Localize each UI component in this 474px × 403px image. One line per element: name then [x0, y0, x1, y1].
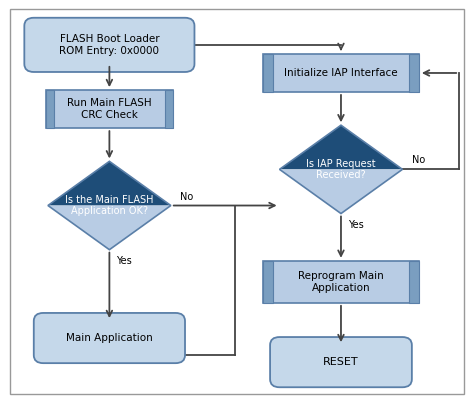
Text: No: No [180, 191, 193, 202]
Text: Yes: Yes [117, 256, 132, 266]
FancyBboxPatch shape [263, 261, 419, 303]
Text: Main Application: Main Application [66, 333, 153, 343]
FancyBboxPatch shape [165, 90, 173, 128]
FancyBboxPatch shape [263, 54, 273, 92]
Text: Run Main FLASH
CRC Check: Run Main FLASH CRC Check [67, 98, 152, 120]
Text: Is the Main FLASH
Application OK?: Is the Main FLASH Application OK? [65, 195, 154, 216]
Text: FLASH Boot Loader
ROM Entry: 0x0000: FLASH Boot Loader ROM Entry: 0x0000 [59, 34, 159, 56]
Polygon shape [280, 169, 402, 214]
FancyBboxPatch shape [46, 90, 173, 128]
Text: RESET: RESET [323, 357, 359, 367]
FancyBboxPatch shape [34, 313, 185, 363]
Text: Yes: Yes [348, 220, 364, 230]
Text: Initialize IAP Interface: Initialize IAP Interface [284, 68, 398, 78]
Polygon shape [48, 161, 171, 206]
FancyBboxPatch shape [409, 261, 419, 303]
Text: No: No [412, 155, 425, 165]
Polygon shape [280, 125, 402, 169]
FancyBboxPatch shape [263, 54, 419, 92]
FancyBboxPatch shape [409, 54, 419, 92]
FancyBboxPatch shape [24, 18, 194, 72]
Text: Reprogram Main
Application: Reprogram Main Application [298, 271, 384, 293]
Text: Is IAP Request
Received?: Is IAP Request Received? [306, 158, 376, 180]
FancyBboxPatch shape [46, 90, 54, 128]
Polygon shape [48, 206, 171, 250]
FancyBboxPatch shape [270, 337, 412, 387]
FancyBboxPatch shape [263, 261, 273, 303]
